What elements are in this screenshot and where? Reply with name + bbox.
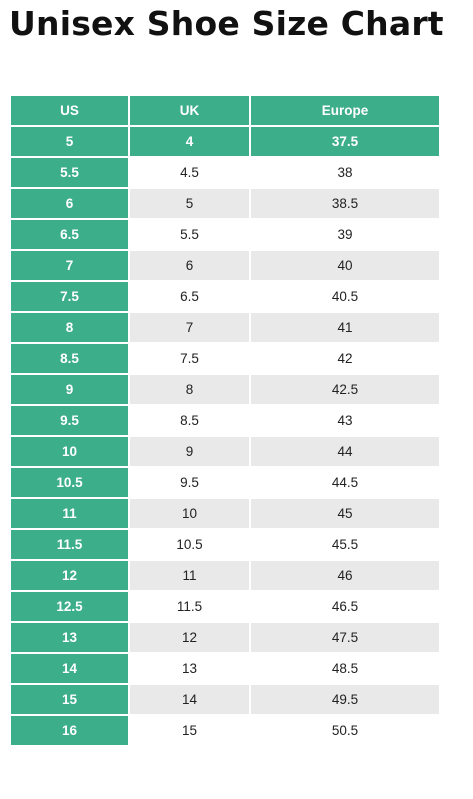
table-row: 6 5 38.5 bbox=[9, 187, 441, 220]
uk-size-cell: 7 bbox=[128, 311, 251, 344]
table-row: 16 15 50.5 bbox=[9, 714, 441, 747]
table-row: 8.5 7.5 42 bbox=[9, 342, 441, 375]
column-header-uk: UK bbox=[128, 94, 251, 127]
europe-size-cell: 50.5 bbox=[249, 714, 441, 747]
uk-size-cell: 10.5 bbox=[128, 528, 251, 561]
europe-size-cell: 38 bbox=[249, 156, 441, 189]
table-row: 12 11 46 bbox=[9, 559, 441, 592]
table-row: 7 6 40 bbox=[9, 249, 441, 282]
us-size-cell: 7 bbox=[9, 249, 130, 282]
table-row: 11.5 10.5 45.5 bbox=[9, 528, 441, 561]
europe-size-cell: 43 bbox=[249, 404, 441, 437]
us-size-cell: 12 bbox=[9, 559, 130, 592]
europe-size-cell: 40 bbox=[249, 249, 441, 282]
europe-size-cell: 42.5 bbox=[249, 373, 441, 406]
table-row: 10 9 44 bbox=[9, 435, 441, 468]
table-row: 5 4 37.5 bbox=[9, 125, 441, 158]
uk-size-cell: 7.5 bbox=[128, 342, 251, 375]
table-row: 5.5 4.5 38 bbox=[9, 156, 441, 189]
column-header-us: US bbox=[9, 94, 130, 127]
uk-size-cell: 9.5 bbox=[128, 466, 251, 499]
europe-size-cell: 45.5 bbox=[249, 528, 441, 561]
uk-size-cell: 10 bbox=[128, 497, 251, 530]
europe-size-cell: 40.5 bbox=[249, 280, 441, 313]
uk-size-cell: 8 bbox=[128, 373, 251, 406]
table-row: 12.5 11.5 46.5 bbox=[9, 590, 441, 623]
table-row: 11 10 45 bbox=[9, 497, 441, 530]
table-body: 5 4 37.5 5.5 4.5 38 6 5 38.5 6.5 5.5 39 7 6 40 7.5 6.5 40… bbox=[9, 125, 441, 747]
us-size-cell: 5 bbox=[9, 125, 130, 158]
uk-size-cell: 12 bbox=[128, 621, 251, 654]
uk-size-cell: 15 bbox=[128, 714, 251, 747]
uk-size-cell: 4.5 bbox=[128, 156, 251, 189]
uk-size-cell: 5 bbox=[128, 187, 251, 220]
column-header-europe: Europe bbox=[249, 94, 441, 127]
europe-size-cell: 44 bbox=[249, 435, 441, 468]
us-size-cell: 7.5 bbox=[9, 280, 130, 313]
us-size-cell: 8 bbox=[9, 311, 130, 344]
europe-size-cell: 37.5 bbox=[249, 125, 441, 158]
shoe-size-table: US UK Europe 5 4 37.5 5.5 4.5 38 6 5 38.5 6.5 5.5 3… bbox=[9, 94, 441, 747]
table-row: 15 14 49.5 bbox=[9, 683, 441, 716]
europe-size-cell: 46.5 bbox=[249, 590, 441, 623]
us-size-cell: 13 bbox=[9, 621, 130, 654]
europe-size-cell: 42 bbox=[249, 342, 441, 375]
table-row: 14 13 48.5 bbox=[9, 652, 441, 685]
uk-size-cell: 11 bbox=[128, 559, 251, 592]
uk-size-cell: 11.5 bbox=[128, 590, 251, 623]
table-row: 9 8 42.5 bbox=[9, 373, 441, 406]
uk-size-cell: 8.5 bbox=[128, 404, 251, 437]
table-row: 9.5 8.5 43 bbox=[9, 404, 441, 437]
us-size-cell: 11.5 bbox=[9, 528, 130, 561]
table-row: 8 7 41 bbox=[9, 311, 441, 344]
us-size-cell: 9 bbox=[9, 373, 130, 406]
europe-size-cell: 38.5 bbox=[249, 187, 441, 220]
us-size-cell: 6.5 bbox=[9, 218, 130, 251]
us-size-cell: 16 bbox=[9, 714, 130, 747]
europe-size-cell: 48.5 bbox=[249, 652, 441, 685]
table-header-row: US UK Europe bbox=[9, 94, 441, 127]
europe-size-cell: 46 bbox=[249, 559, 441, 592]
uk-size-cell: 5.5 bbox=[128, 218, 251, 251]
uk-size-cell: 6.5 bbox=[128, 280, 251, 313]
us-size-cell: 6 bbox=[9, 187, 130, 220]
us-size-cell: 14 bbox=[9, 652, 130, 685]
uk-size-cell: 13 bbox=[128, 652, 251, 685]
us-size-cell: 5.5 bbox=[9, 156, 130, 189]
table-row: 13 12 47.5 bbox=[9, 621, 441, 654]
us-size-cell: 9.5 bbox=[9, 404, 130, 437]
page-title: Unisex Shoe Size Chart bbox=[9, 4, 444, 43]
us-size-cell: 15 bbox=[9, 683, 130, 716]
table-row: 10.5 9.5 44.5 bbox=[9, 466, 441, 499]
us-size-cell: 10 bbox=[9, 435, 130, 468]
europe-size-cell: 44.5 bbox=[249, 466, 441, 499]
europe-size-cell: 45 bbox=[249, 497, 441, 530]
table-row: 6.5 5.5 39 bbox=[9, 218, 441, 251]
us-size-cell: 8.5 bbox=[9, 342, 130, 375]
europe-size-cell: 39 bbox=[249, 218, 441, 251]
uk-size-cell: 14 bbox=[128, 683, 251, 716]
us-size-cell: 12.5 bbox=[9, 590, 130, 623]
uk-size-cell: 6 bbox=[128, 249, 251, 282]
europe-size-cell: 41 bbox=[249, 311, 441, 344]
europe-size-cell: 49.5 bbox=[249, 683, 441, 716]
uk-size-cell: 4 bbox=[128, 125, 251, 158]
us-size-cell: 10.5 bbox=[9, 466, 130, 499]
europe-size-cell: 47.5 bbox=[249, 621, 441, 654]
table-row: 7.5 6.5 40.5 bbox=[9, 280, 441, 313]
us-size-cell: 11 bbox=[9, 497, 130, 530]
uk-size-cell: 9 bbox=[128, 435, 251, 468]
